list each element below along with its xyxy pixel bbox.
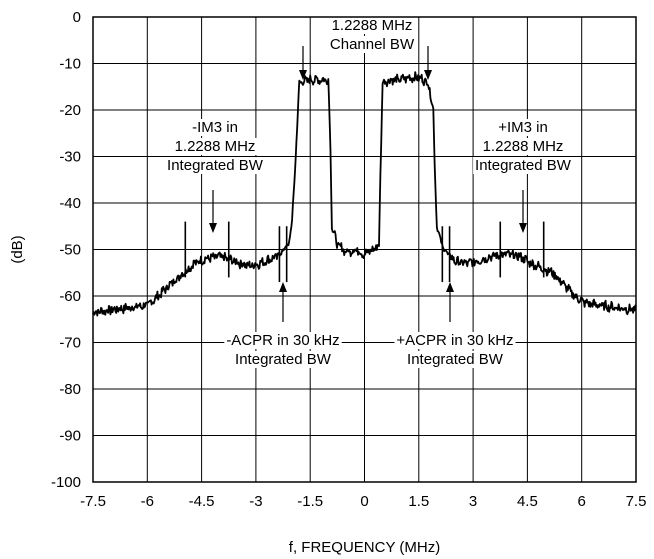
x-tick-label: -4.5 xyxy=(189,493,215,510)
integration-markers xyxy=(184,221,545,283)
annotation-background xyxy=(496,119,550,136)
annotation-3: -ACPR in 30 kHz Integrated BW xyxy=(224,282,342,368)
annotation-background xyxy=(190,119,240,136)
annotation-background xyxy=(233,351,334,368)
annotations: 1.2288 MHz Channel BW -IM3 in 1.2288 MHz Int… xyxy=(165,17,574,368)
x-tick-label: -1.5 xyxy=(297,493,323,510)
annotation-background xyxy=(394,332,516,349)
plot-frame xyxy=(92,16,637,483)
y-tick-label: -30 xyxy=(59,149,81,166)
annotation-background xyxy=(405,351,506,368)
x-tick-label: 6 xyxy=(578,493,586,510)
annotation-line: 1.2288 MHz xyxy=(332,17,413,34)
x-tick-label: 3 xyxy=(469,493,477,510)
arrow-head xyxy=(209,223,217,233)
annotation-background xyxy=(473,157,574,174)
annotation-line: 1.2288 MHz xyxy=(175,138,256,155)
y-tick-label: -20 xyxy=(59,102,81,119)
annotation-4: +ACPR in 30 kHz Integrated BW xyxy=(394,282,516,368)
arrow-head xyxy=(446,282,454,292)
x-tick-label: 1.5 xyxy=(408,493,429,510)
spectrum-trace xyxy=(92,71,637,317)
x-tick-labels: -7.5 -6 -4.5 -3 -1.5 0 1.5 3 4.5 6 7.5 xyxy=(80,493,646,510)
y-tick-label: -70 xyxy=(59,335,81,352)
y-tick-label: -10 xyxy=(59,56,81,73)
annotation-line: Integrated BW xyxy=(167,157,264,174)
x-tick-label: -7.5 xyxy=(80,493,106,510)
annotation-background xyxy=(224,332,342,349)
arrow-head xyxy=(519,223,527,233)
spectrum-trace-line xyxy=(92,71,637,317)
arrow-head xyxy=(424,70,432,80)
y-tick-label: -90 xyxy=(59,428,81,445)
annotation-line: Integrated BW xyxy=(407,351,504,368)
annotation-1: -IM3 in 1.2288 MHz Integrated BW xyxy=(165,119,266,233)
annotation-line: -ACPR in 30 kHz xyxy=(226,332,339,349)
x-tick-label: -6 xyxy=(141,493,154,510)
x-tick-label: -3 xyxy=(249,493,262,510)
arrow-head xyxy=(279,282,287,292)
annotation-2: +IM3 in 1.2288 MHz Integrated BW xyxy=(473,119,574,233)
y-tick-labels: 0 -10 -20 -30 -40 -50 -60 -70 -80 -90 -100 xyxy=(51,9,81,491)
x-tick-label: 0 xyxy=(360,493,368,510)
y-tick-label: 0 xyxy=(73,9,81,26)
grid xyxy=(93,17,636,482)
y-tick-label: -50 xyxy=(59,242,81,259)
x-tick-label: 4.5 xyxy=(517,493,538,510)
x-axis-label: f, FREQUENCY (MHz) xyxy=(289,539,440,556)
annotation-line: -IM3 in xyxy=(192,119,238,136)
annotation-line: Integrated BW xyxy=(475,157,572,174)
annotation-background xyxy=(172,138,258,155)
annotation-line: +ACPR in 30 kHz xyxy=(396,332,513,349)
annotation-background xyxy=(327,36,417,53)
annotation-background xyxy=(165,157,266,174)
y-tick-label: -60 xyxy=(59,288,81,305)
annotation-background xyxy=(480,138,566,155)
y-axis-label: (dB) xyxy=(9,235,26,263)
annotation-0: 1.2288 MHz Channel BW xyxy=(299,17,432,80)
annotation-line: +IM3 in xyxy=(498,119,548,136)
y-tick-label: -100 xyxy=(51,474,81,491)
x-tick-label: 7.5 xyxy=(626,493,647,510)
annotation-line: Integrated BW xyxy=(235,351,332,368)
annotation-line: 1.2288 MHz xyxy=(483,138,564,155)
annotation-background xyxy=(329,17,415,34)
annotation-line: Channel BW xyxy=(330,36,415,53)
y-tick-label: -40 xyxy=(59,195,81,212)
y-tick-label: -80 xyxy=(59,381,81,398)
arrow-head xyxy=(299,70,307,80)
